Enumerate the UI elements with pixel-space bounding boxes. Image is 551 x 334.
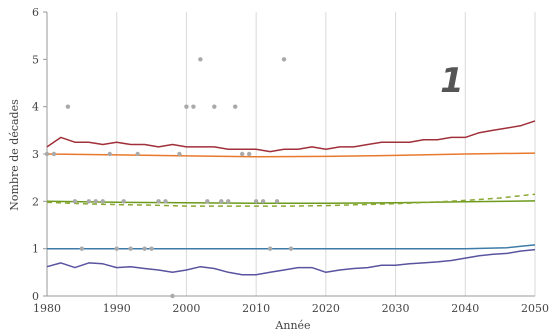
- y-tick-label: 2: [32, 195, 39, 208]
- data-point: [86, 199, 92, 204]
- data-point: [79, 246, 85, 251]
- data-point: [93, 199, 99, 204]
- data-point: [100, 199, 105, 204]
- data-point: [219, 199, 224, 204]
- data-point: [177, 151, 182, 157]
- data-point: [274, 199, 280, 204]
- data-point: [246, 151, 252, 157]
- data-point: [288, 246, 294, 251]
- x-tick-label: 2050: [521, 302, 549, 315]
- x-tick-label: 1980: [33, 302, 61, 315]
- series-line-dark_red: [46, 120, 536, 153]
- x-tick-labels: 1980 1990 2000 2010 2020 2030 2040 2050: [33, 302, 549, 315]
- y-tick-label: 6: [32, 6, 39, 19]
- x-tick-label: 2030: [382, 302, 410, 315]
- series-line-green: [46, 200, 536, 204]
- y-tick-labels: 0 1 2 3 4 5 6: [32, 6, 39, 303]
- data-point: [51, 151, 57, 157]
- data-point: [128, 246, 133, 251]
- data-point: [44, 151, 50, 157]
- x-tick-label: 2020: [312, 302, 340, 315]
- series-line-purple: [46, 248, 536, 276]
- data-point: [212, 104, 217, 109]
- scatter-points: [44, 57, 294, 299]
- data-point: [149, 246, 154, 251]
- data-point: [121, 199, 126, 204]
- x-tick-label: 1990: [103, 302, 131, 315]
- data-point: [114, 246, 119, 251]
- y-axis-title: Nombre de décades: [8, 99, 21, 211]
- data-point: [142, 246, 147, 251]
- data-point: [267, 246, 273, 251]
- data-point: [156, 199, 161, 204]
- x-axis-title: Année: [274, 319, 310, 332]
- y-tick-label: 0: [32, 290, 39, 303]
- x-tick-label: 2010: [242, 302, 270, 315]
- data-point: [240, 151, 245, 157]
- y-tick-label: 1: [32, 243, 39, 256]
- data-point: [253, 199, 259, 204]
- series-lines: [46, 120, 536, 276]
- x-tick-label: 2040: [451, 302, 479, 315]
- panel-number-label: 1: [440, 61, 464, 101]
- data-point: [205, 199, 210, 204]
- data-point: [198, 57, 203, 62]
- y-tick-label: 5: [32, 53, 39, 66]
- y-tick-label: 4: [32, 101, 39, 114]
- series-line-orange: [46, 152, 536, 158]
- data-point: [107, 151, 112, 157]
- data-point: [191, 104, 196, 109]
- data-point: [226, 199, 231, 204]
- y-tick-label: 3: [32, 148, 39, 161]
- data-point: [260, 199, 266, 204]
- data-point: [281, 57, 287, 62]
- x-tick-label: 2000: [172, 302, 200, 315]
- data-point: [233, 104, 238, 109]
- data-point: [135, 151, 140, 157]
- data-point: [170, 293, 175, 299]
- data-point: [163, 199, 168, 204]
- data-point: [72, 199, 78, 204]
- series-line-dashed_green: [46, 193, 536, 207]
- data-point: [184, 104, 189, 109]
- data-point: [65, 104, 71, 109]
